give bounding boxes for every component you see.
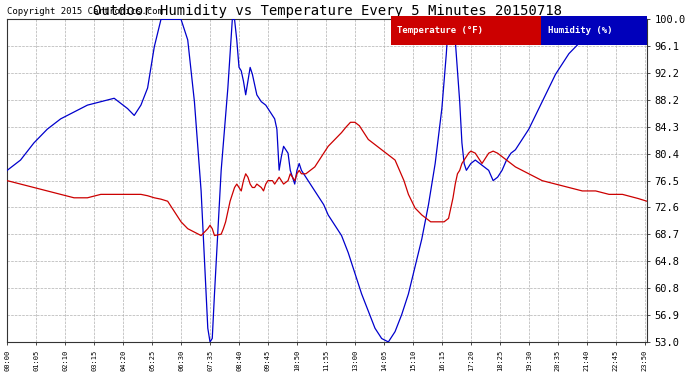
Text: Humidity (%): Humidity (%) [548,26,612,35]
Text: Temperature (°F): Temperature (°F) [397,26,484,35]
Title: Outdoor Humidity vs Temperature Every 5 Minutes 20150718: Outdoor Humidity vs Temperature Every 5 … [92,4,562,18]
FancyBboxPatch shape [391,16,542,45]
Text: Copyright 2015 Cartronics.com: Copyright 2015 Cartronics.com [7,7,163,16]
FancyBboxPatch shape [542,16,647,45]
